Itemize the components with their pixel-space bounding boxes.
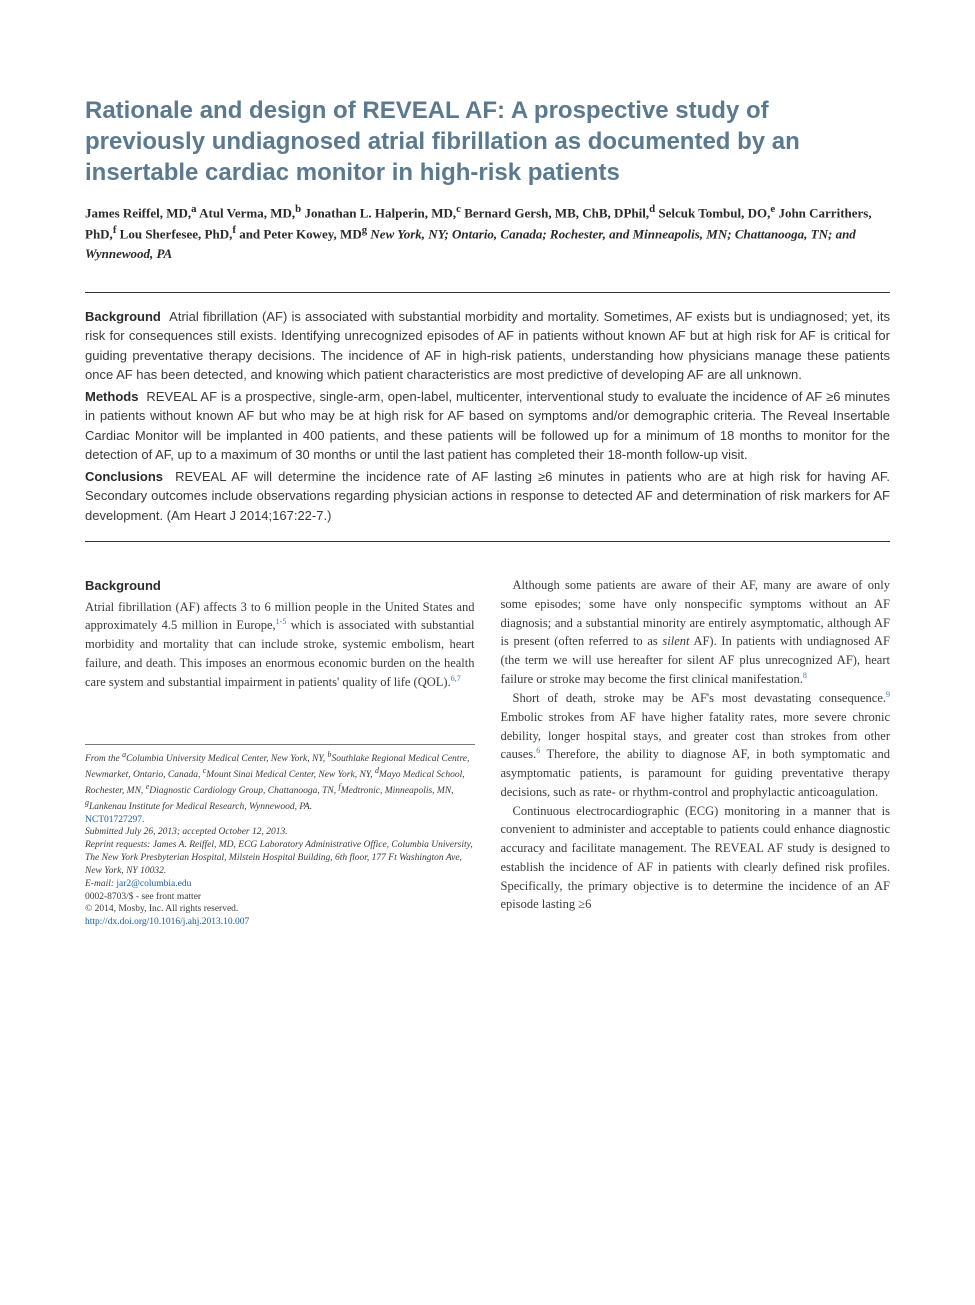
footnote-submitted: Submitted July 26, 2013; accepted Octobe…	[85, 826, 475, 839]
footnote-nct-link[interactable]: NCT01727297.	[85, 814, 475, 827]
footnote-email-row: E-mail: jar2@columbia.edu	[85, 878, 475, 891]
footnote-email-link[interactable]: jar2@columbia.edu	[116, 879, 191, 889]
abstract-heading-conclusions: Conclusions	[85, 469, 163, 484]
footnote-copyright: © 2014, Mosby, Inc. All rights reserved.	[85, 903, 475, 916]
article-title: Rationale and design of REVEAL AF: A pro…	[85, 95, 890, 189]
footnote-block: From the aColumbia University Medical Ce…	[85, 744, 475, 929]
footnote-reprint: Reprint requests: James A. Reiffel, MD, …	[85, 839, 475, 877]
abstract-conclusions: Conclusions REVEAL AF will determine the…	[85, 467, 890, 526]
footnote-affiliations: From the aColumbia University Medical Ce…	[85, 750, 475, 814]
abstract-conclusions-text: REVEAL AF will determine the incidence r…	[85, 469, 890, 523]
abstract-background: Background Atrial fibrillation (AF) is a…	[85, 307, 890, 385]
body-paragraph: Short of death, stroke may be AF's most …	[501, 689, 891, 802]
footnote-issn: 0002-8703/$ - see front matter	[85, 891, 475, 904]
body-paragraph: Continuous electrocardiographic (ECG) mo…	[501, 802, 891, 915]
abstract-heading-background: Background	[85, 309, 161, 324]
abstract-methods-text: REVEAL AF is a prospective, single-arm, …	[85, 389, 890, 463]
body-paragraph: Although some patients are aware of thei…	[501, 576, 891, 689]
section-heading-background: Background	[85, 576, 475, 596]
abstract-background-text: Atrial fibrillation (AF) is associated w…	[85, 309, 890, 383]
abstract-methods: Methods REVEAL AF is a prospective, sing…	[85, 387, 890, 465]
author-list: James Reiffel, MD,a Atul Verma, MD,b Jon…	[85, 201, 890, 264]
abstract-block: Background Atrial fibrillation (AF) is a…	[85, 292, 890, 543]
abstract-heading-methods: Methods	[85, 389, 138, 404]
footnote-doi-link[interactable]: http://dx.doi.org/10.1016/j.ahj.2013.10.…	[85, 916, 475, 929]
body-paragraph: Atrial fibrillation (AF) affects 3 to 6 …	[85, 598, 475, 692]
body-columns: Background Atrial fibrillation (AF) affe…	[85, 576, 890, 929]
